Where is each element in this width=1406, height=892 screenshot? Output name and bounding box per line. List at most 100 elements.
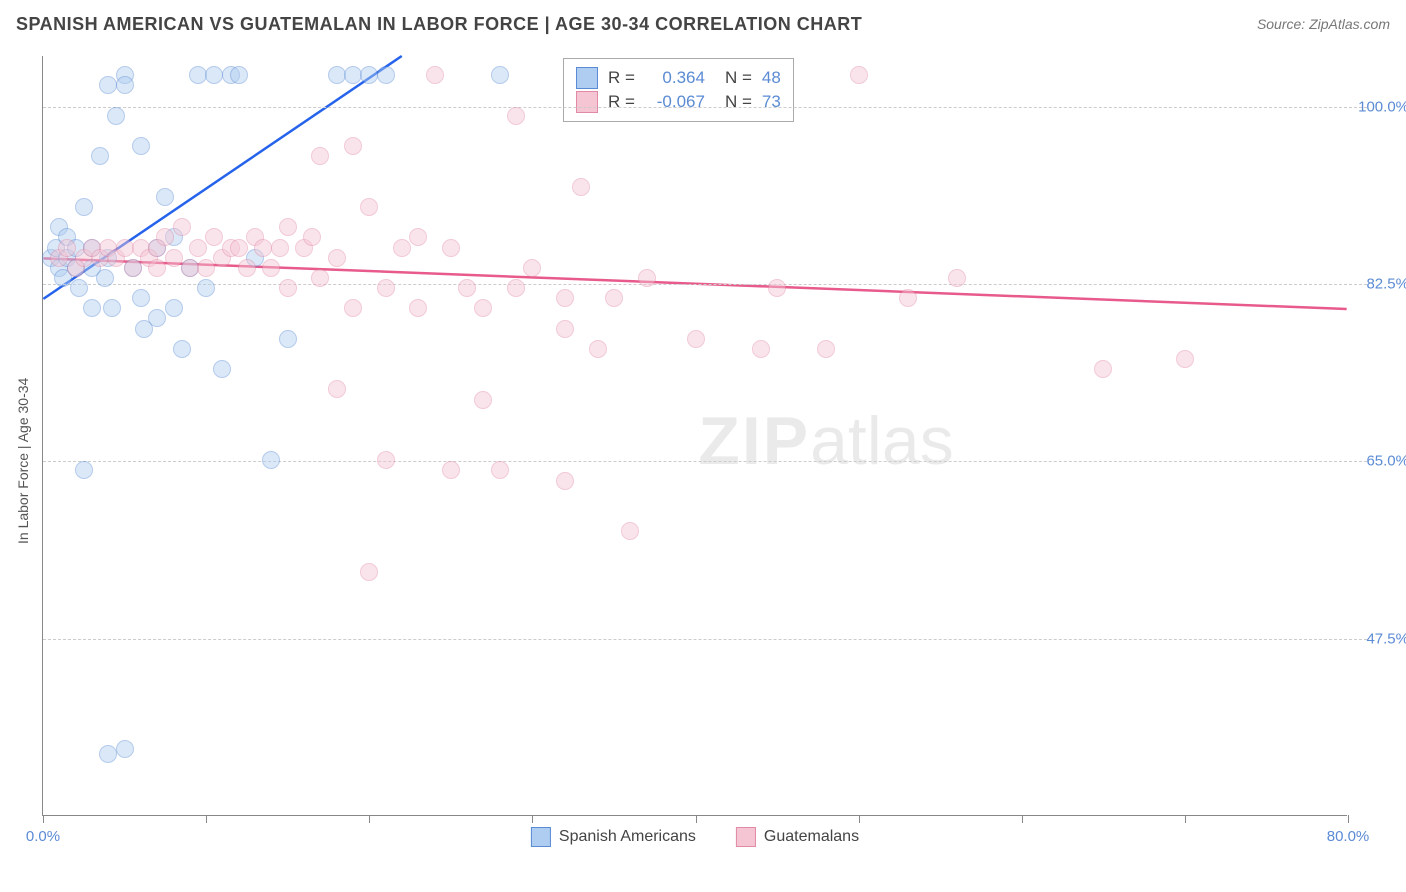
data-point — [474, 391, 492, 409]
data-point — [189, 239, 207, 257]
data-point — [474, 299, 492, 317]
chart-title: SPANISH AMERICAN VS GUATEMALAN IN LABOR … — [16, 14, 862, 35]
data-point — [148, 309, 166, 327]
data-point — [99, 745, 117, 763]
data-point — [197, 279, 215, 297]
data-point — [311, 147, 329, 165]
data-point — [491, 66, 509, 84]
gridline-h — [43, 461, 1367, 462]
r-value-0: 0.364 — [645, 68, 705, 88]
data-point — [426, 66, 444, 84]
data-point — [377, 66, 395, 84]
n-value-0: 48 — [762, 68, 781, 88]
data-point — [197, 259, 215, 277]
xtick — [369, 815, 370, 823]
legend-row-series-0: R = 0.364 N = 48 — [576, 67, 781, 89]
data-point — [70, 279, 88, 297]
ytick-label: 100.0% — [1358, 98, 1406, 115]
gridline-h — [43, 284, 1367, 285]
chart-area: In Labor Force | Age 30-34 ZIPatlas R = … — [42, 56, 1347, 816]
xtick — [43, 815, 44, 823]
data-point — [83, 299, 101, 317]
data-point — [507, 107, 525, 125]
source-label: Source: ZipAtlas.com — [1257, 16, 1390, 32]
swatch-series-1 — [576, 91, 598, 113]
data-point — [181, 259, 199, 277]
trend-lines — [43, 56, 1347, 815]
xtick-label: 80.0% — [1327, 828, 1370, 845]
data-point — [75, 198, 93, 216]
data-point — [99, 76, 117, 94]
data-point — [1176, 350, 1194, 368]
data-point — [621, 522, 639, 540]
data-point — [817, 340, 835, 358]
data-point — [107, 107, 125, 125]
data-point — [507, 279, 525, 297]
data-point — [58, 239, 76, 257]
data-point — [103, 299, 121, 317]
data-point — [458, 279, 476, 297]
swatch-bottom-1 — [736, 827, 756, 847]
data-point — [156, 188, 174, 206]
gridline-h — [43, 107, 1367, 108]
legend-row-series-1: R = -0.067 N = 73 — [576, 91, 781, 113]
data-point — [442, 239, 460, 257]
data-point — [377, 451, 395, 469]
data-point — [442, 461, 460, 479]
legend-label-1: Guatemalans — [764, 828, 859, 846]
data-point — [899, 289, 917, 307]
data-point — [205, 66, 223, 84]
ytick-label: 82.5% — [1366, 276, 1406, 293]
data-point — [165, 249, 183, 267]
data-point — [279, 279, 297, 297]
data-point — [768, 279, 786, 297]
ytick-label: 65.0% — [1366, 453, 1406, 470]
data-point — [156, 228, 174, 246]
data-point — [165, 299, 183, 317]
data-point — [491, 461, 509, 479]
watermark-rest: atlas — [810, 403, 954, 479]
data-point — [254, 239, 272, 257]
gridline-h — [43, 639, 1367, 640]
xtick — [696, 815, 697, 823]
data-point — [589, 340, 607, 358]
data-point — [344, 66, 362, 84]
xtick — [1022, 815, 1023, 823]
data-point — [360, 563, 378, 581]
data-point — [328, 66, 346, 84]
data-point — [344, 137, 362, 155]
ytick-label: 47.5% — [1366, 630, 1406, 647]
data-point — [850, 66, 868, 84]
data-point — [409, 299, 427, 317]
n-label: N = — [725, 92, 752, 112]
data-point — [360, 198, 378, 216]
legend-item-0: Spanish Americans — [531, 827, 696, 847]
r-label: R = — [608, 68, 635, 88]
data-point — [687, 330, 705, 348]
data-point — [638, 269, 656, 287]
series-legend: Spanish Americans Guatemalans — [531, 827, 859, 847]
correlation-legend: R = 0.364 N = 48 R = -0.067 N = 73 — [563, 58, 794, 122]
watermark-zip: ZIP — [698, 403, 810, 479]
data-point — [271, 239, 289, 257]
data-point — [230, 239, 248, 257]
xtick — [1348, 815, 1349, 823]
xtick — [206, 815, 207, 823]
data-point — [148, 259, 166, 277]
data-point — [230, 66, 248, 84]
data-point — [556, 289, 574, 307]
watermark: ZIPatlas — [698, 402, 953, 480]
data-point — [262, 259, 280, 277]
data-point — [213, 360, 231, 378]
data-point — [328, 249, 346, 267]
swatch-bottom-0 — [531, 827, 551, 847]
xtick — [1185, 815, 1186, 823]
data-point — [752, 340, 770, 358]
data-point — [173, 340, 191, 358]
legend-item-1: Guatemalans — [736, 827, 859, 847]
data-point — [132, 289, 150, 307]
data-point — [124, 259, 142, 277]
data-point — [360, 66, 378, 84]
y-axis-label: In Labor Force | Age 30-34 — [15, 344, 31, 544]
title-bar: SPANISH AMERICAN VS GUATEMALAN IN LABOR … — [0, 0, 1406, 48]
